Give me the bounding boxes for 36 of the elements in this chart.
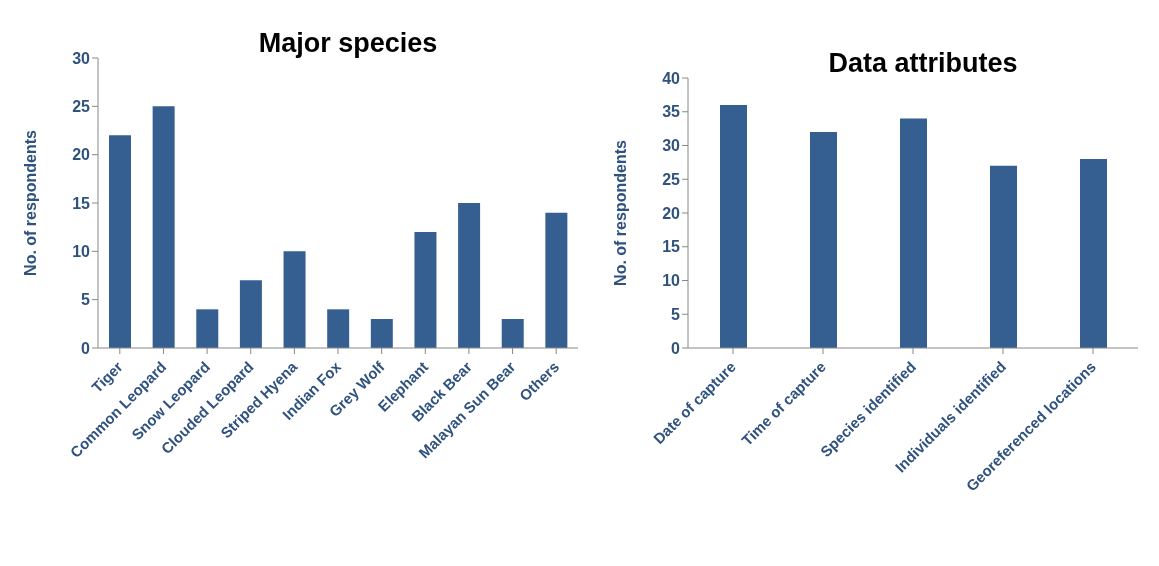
bar bbox=[1080, 159, 1107, 348]
y-tick-label: 5 bbox=[671, 305, 681, 323]
bar bbox=[414, 232, 437, 348]
bar bbox=[458, 203, 481, 348]
bar bbox=[239, 280, 262, 348]
bar bbox=[283, 251, 306, 348]
bar bbox=[900, 118, 927, 348]
y-tick-label: 15 bbox=[662, 238, 681, 256]
y-tick-label: 15 bbox=[72, 194, 91, 212]
bar bbox=[501, 319, 524, 348]
y-tick-label: 40 bbox=[662, 69, 681, 87]
y-tick-label: 30 bbox=[662, 137, 681, 155]
y-tick-label: 30 bbox=[72, 49, 91, 67]
bar bbox=[152, 106, 175, 348]
y-tick-label: 35 bbox=[662, 103, 681, 121]
chart-title: Major species bbox=[258, 28, 438, 58]
bar bbox=[109, 135, 131, 348]
y-axis-title: No. of respondents bbox=[611, 140, 629, 286]
y-tick-label: 10 bbox=[72, 243, 91, 261]
chart-title: Data attributes bbox=[828, 48, 1018, 78]
bar bbox=[545, 212, 568, 348]
y-tick-label: 10 bbox=[662, 272, 681, 290]
bar bbox=[196, 309, 219, 348]
y-tick-label: 20 bbox=[662, 204, 681, 222]
y-axis-title: No. of respondents bbox=[21, 130, 39, 276]
y-tick-label: 0 bbox=[81, 339, 91, 357]
bar bbox=[327, 309, 350, 348]
bar bbox=[810, 132, 837, 348]
bar bbox=[720, 105, 747, 348]
y-tick-label: 25 bbox=[662, 170, 681, 188]
y-tick-label: 20 bbox=[72, 146, 91, 164]
y-tick-label: 25 bbox=[72, 98, 91, 116]
y-tick-label: 0 bbox=[671, 339, 681, 357]
y-tick-label: 5 bbox=[81, 291, 91, 309]
bar bbox=[990, 165, 1017, 348]
bar bbox=[370, 319, 393, 348]
